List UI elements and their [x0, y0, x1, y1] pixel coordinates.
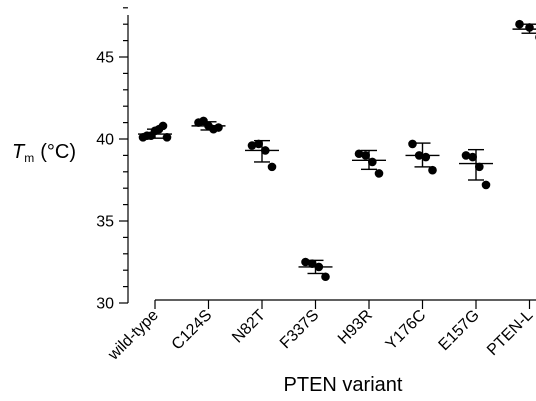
data-point	[525, 23, 534, 32]
group-E157G	[459, 148, 493, 190]
data-point	[162, 133, 172, 142]
data-point	[267, 162, 277, 172]
group-H93R	[352, 149, 386, 178]
data-point	[158, 121, 168, 131]
y-tick-label: 40	[96, 132, 114, 149]
x-tick-label: H93R	[335, 307, 376, 348]
data-point	[481, 180, 491, 190]
data-point	[421, 152, 431, 162]
data-point	[361, 151, 370, 160]
x-tick-label: F337S	[277, 307, 322, 352]
group-PTEN-L	[512, 19, 536, 40]
data-point	[254, 139, 263, 149]
data-point	[214, 123, 223, 132]
x-tick-label: Y176C	[383, 307, 430, 354]
data-point	[354, 149, 364, 159]
data-point	[468, 152, 477, 162]
y-axis-title: Tm (°C)	[12, 141, 76, 165]
data-point	[515, 19, 524, 29]
x-tick-label: N82T	[229, 307, 269, 347]
group-wild-type	[138, 121, 172, 142]
y-axis-title-unit: (°C)	[40, 141, 76, 163]
y-axis-title-sub: m	[24, 151, 34, 165]
data-point	[414, 151, 424, 160]
y-tick-label: 45	[96, 50, 114, 67]
data-point	[307, 259, 317, 268]
data-point	[314, 262, 324, 272]
x-axis-title: PTEN variant	[284, 374, 403, 396]
x-tick-label: C124S	[169, 307, 216, 354]
data-point	[374, 169, 384, 178]
group-N82T	[245, 139, 279, 172]
data-point	[475, 162, 484, 172]
y-axis-title-main: T	[12, 141, 26, 163]
data-point	[368, 157, 377, 167]
x-tick-label: wild-type	[104, 307, 161, 364]
data-point	[301, 257, 310, 267]
y-axis: 30 35 40 45	[96, 7, 129, 313]
group-Y176C	[405, 139, 440, 175]
data-point	[408, 139, 417, 149]
data-point	[428, 165, 437, 175]
data-groups	[138, 19, 536, 282]
group-F337S	[298, 257, 333, 282]
group-C124S	[191, 116, 226, 134]
x-tick-label: PTEN-L	[484, 307, 536, 359]
data-point	[261, 146, 270, 155]
y-tick-label: 30	[96, 296, 114, 313]
y-tick-label: 35	[96, 214, 114, 231]
x-tick-label: E157G	[436, 307, 483, 354]
data-point	[321, 272, 330, 282]
x-axis: wild-type C124S N82T F337S H93R Y176C E157G PTE…	[104, 299, 536, 364]
data-point	[247, 141, 257, 150]
data-point	[461, 151, 471, 160]
